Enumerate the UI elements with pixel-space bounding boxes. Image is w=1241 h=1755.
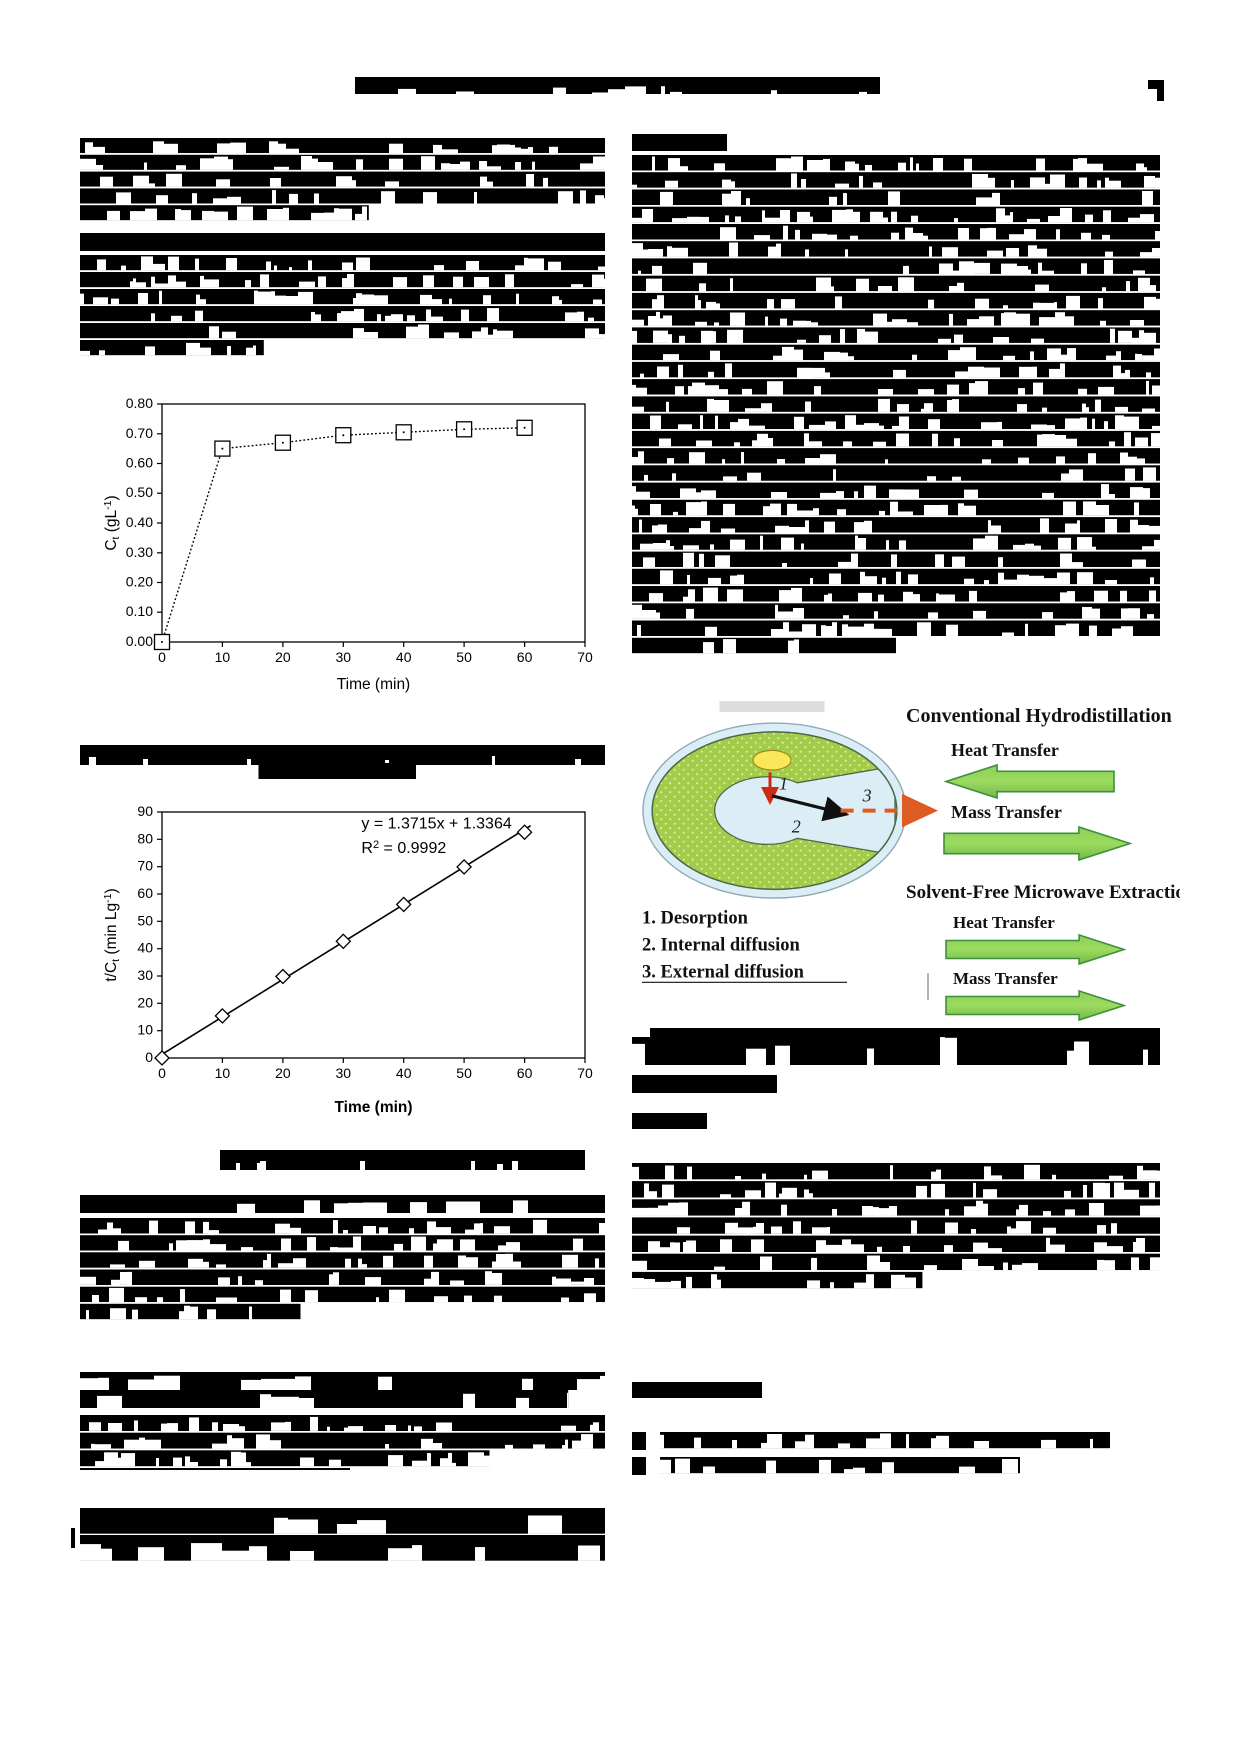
svg-text:60: 60 [137, 885, 153, 901]
svg-text:50: 50 [456, 1065, 472, 1081]
svg-text:1. Desorption: 1. Desorption [642, 908, 749, 928]
svg-text:Mass Transfer: Mass Transfer [953, 969, 1058, 988]
svg-text:2. Internal diffusion: 2. Internal diffusion [642, 935, 801, 955]
svg-text:2: 2 [792, 817, 801, 837]
svg-text:0: 0 [145, 1049, 153, 1065]
svg-text:Solvent-Free Microwave Extract: Solvent-Free Microwave Extraction [906, 882, 1180, 903]
svg-text:Time (min): Time (min) [334, 1099, 412, 1116]
svg-text:0.10: 0.10 [126, 603, 153, 619]
svg-text:40: 40 [396, 1065, 412, 1081]
svg-text:0.00: 0.00 [126, 633, 153, 649]
svg-text:70: 70 [137, 858, 153, 874]
svg-text:30: 30 [336, 649, 352, 665]
svg-text:0.40: 0.40 [126, 514, 153, 530]
svg-text:10: 10 [215, 1065, 231, 1081]
svg-text:60: 60 [517, 1065, 533, 1081]
svg-text:90: 90 [137, 803, 153, 819]
svg-text:Heat Transfer: Heat Transfer [953, 913, 1055, 932]
svg-text:1: 1 [779, 773, 788, 793]
svg-text:70: 70 [577, 649, 593, 665]
svg-text:50: 50 [137, 912, 153, 928]
svg-text:3. External diffusion: 3. External diffusion [642, 962, 805, 982]
svg-text:20: 20 [275, 649, 291, 665]
svg-text:3: 3 [862, 786, 872, 806]
svg-text:30: 30 [137, 967, 153, 983]
svg-text:0.70: 0.70 [126, 425, 153, 441]
svg-text:y = 1.3715x + 1.3364: y = 1.3715x + 1.3364 [361, 815, 511, 832]
svg-text:40: 40 [137, 940, 153, 956]
svg-text:70: 70 [577, 1065, 593, 1081]
svg-text:Time (min): Time (min) [337, 676, 410, 693]
svg-text:0.30: 0.30 [126, 544, 153, 560]
svg-text:20: 20 [137, 994, 153, 1010]
svg-text:0: 0 [158, 1065, 166, 1081]
svg-text:0.80: 0.80 [126, 395, 153, 411]
svg-text:80: 80 [137, 830, 153, 846]
svg-text:20: 20 [275, 1065, 291, 1081]
svg-text:0.50: 0.50 [126, 484, 153, 500]
svg-text:30: 30 [336, 1065, 352, 1081]
svg-text:10: 10 [137, 1022, 153, 1038]
svg-text:10: 10 [215, 649, 231, 665]
svg-text:Conventional Hydrodistillation: Conventional Hydrodistillation [906, 705, 1172, 727]
svg-text:50: 50 [456, 649, 472, 665]
svg-text:40: 40 [396, 649, 412, 665]
svg-text:60: 60 [517, 649, 533, 665]
svg-text:0.20: 0.20 [126, 574, 153, 590]
svg-text:Mass Transfer: Mass Transfer [951, 802, 1062, 822]
svg-text:Heat Transfer: Heat Transfer [951, 740, 1059, 760]
svg-text:0.60: 0.60 [126, 455, 153, 471]
svg-text:0: 0 [158, 649, 166, 665]
